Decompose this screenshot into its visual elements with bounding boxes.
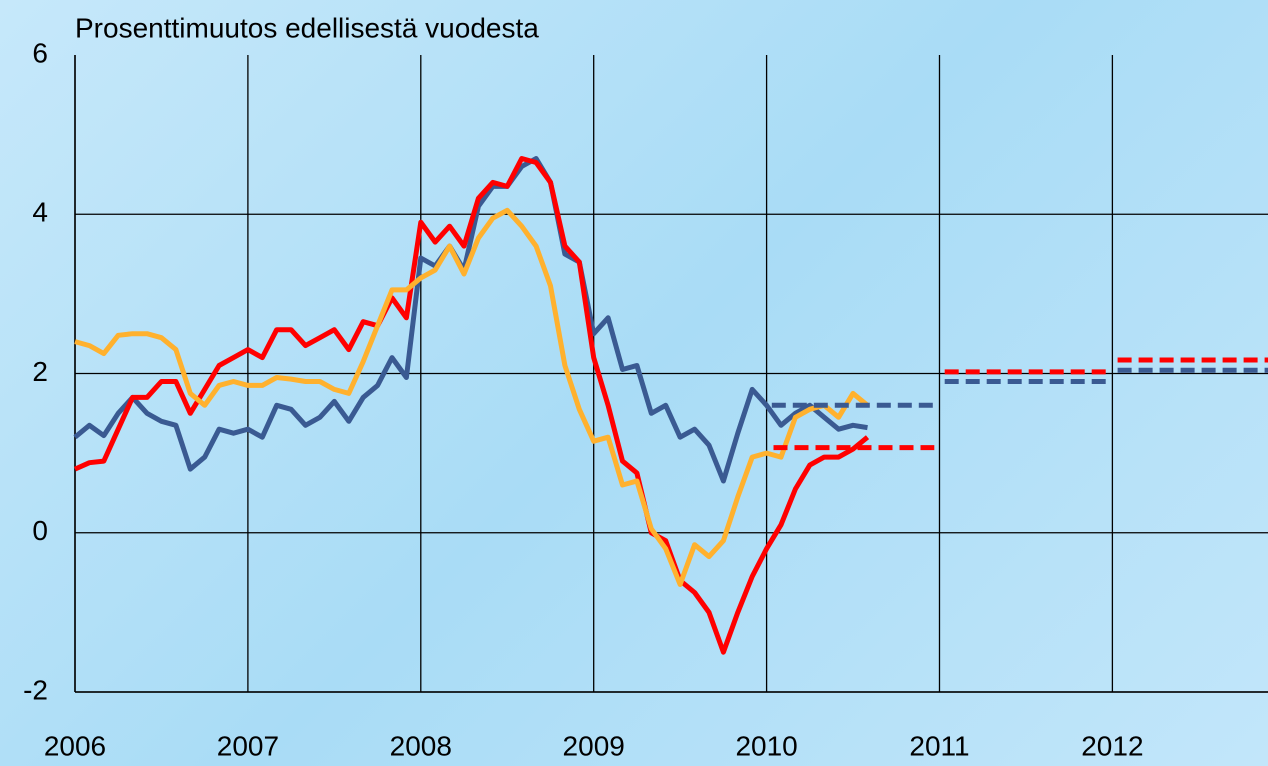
series-line: [73, 156, 868, 484]
series-line: [74, 207, 870, 587]
y-tick-label: 0: [32, 515, 48, 546]
x-tick-label: 2012: [1081, 730, 1143, 761]
x-tick-label: 2009: [563, 730, 625, 761]
y-tick-label: -2: [23, 674, 48, 705]
x-tick-label: 2011: [909, 730, 969, 761]
forecast-line: [771, 367, 1268, 408]
chart-title: Prosenttimuutos edellisestä vuodesta: [75, 12, 539, 43]
series-line: [73, 156, 870, 655]
y-tick-label: 2: [32, 356, 48, 387]
forecast-line: [773, 357, 1268, 451]
x-tick-label: 2008: [390, 730, 452, 761]
x-tick-label: 2010: [735, 730, 797, 761]
x-tick-label: 2007: [217, 730, 279, 761]
y-tick-label: 6: [32, 37, 48, 68]
y-tick-label: 4: [32, 197, 48, 228]
x-tick-label: 2006: [44, 730, 106, 761]
